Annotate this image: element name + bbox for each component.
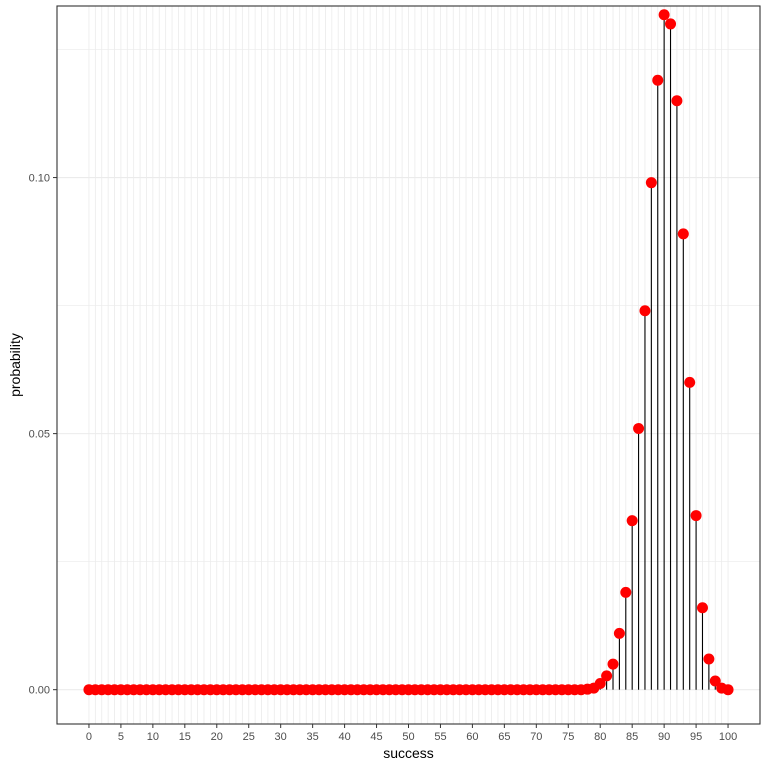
y-axis-title: probability xyxy=(7,333,23,397)
x-tick-label: 50 xyxy=(402,731,414,743)
data-point xyxy=(709,675,721,687)
x-tick-label: 80 xyxy=(594,731,606,743)
x-tick-label: 70 xyxy=(530,731,542,743)
x-tick-label: 25 xyxy=(243,731,255,743)
data-point xyxy=(722,684,734,696)
y-tick-label: 0.10 xyxy=(29,173,50,185)
grid-layer xyxy=(57,6,760,724)
x-tick-label: 30 xyxy=(275,731,287,743)
data-point xyxy=(620,586,632,598)
x-tick-label: 45 xyxy=(370,731,382,743)
data-point xyxy=(594,678,606,690)
stem-layer xyxy=(586,14,723,690)
x-axis: 0 5 10 15 20 25 30 35 40 45 50 55 60 65 70 75 80 85 90 95 10… xyxy=(86,724,737,743)
data-point xyxy=(703,653,715,665)
x-tick-label: 75 xyxy=(562,731,574,743)
point-layer xyxy=(83,9,734,696)
x-tick-label: 15 xyxy=(179,731,191,743)
x-tick-label: 20 xyxy=(211,731,223,743)
y-tick-label: 0.05 xyxy=(29,429,50,441)
x-tick-label: 0 xyxy=(86,731,92,743)
data-point xyxy=(684,376,696,388)
data-point xyxy=(607,658,619,670)
x-tick-label: 40 xyxy=(338,731,350,743)
data-point xyxy=(690,510,702,522)
x-tick-label: 55 xyxy=(434,731,446,743)
x-tick-label: 90 xyxy=(658,731,670,743)
x-tick-label: 85 xyxy=(626,731,638,743)
data-point xyxy=(639,305,651,317)
x-axis-title: success xyxy=(383,745,434,761)
x-tick-label: 35 xyxy=(307,731,319,743)
data-point xyxy=(665,18,677,30)
data-point xyxy=(671,95,683,107)
data-point xyxy=(645,177,657,189)
data-point xyxy=(677,228,689,240)
x-tick-label: 60 xyxy=(466,731,478,743)
data-point xyxy=(613,627,625,639)
data-point xyxy=(626,515,638,527)
y-tick-label: 0.00 xyxy=(29,685,50,697)
data-point xyxy=(601,670,613,682)
data-point xyxy=(696,602,708,614)
x-tick-label: 10 xyxy=(147,731,159,743)
x-tick-label: 100 xyxy=(719,731,737,743)
y-axis: 0.00 0.05 0.10 xyxy=(29,173,57,697)
data-point xyxy=(658,9,670,21)
x-tick-label: 65 xyxy=(498,731,510,743)
x-tick-label: 95 xyxy=(690,731,702,743)
data-point xyxy=(652,74,664,86)
data-point xyxy=(633,423,645,435)
x-tick-label: 5 xyxy=(118,731,124,743)
